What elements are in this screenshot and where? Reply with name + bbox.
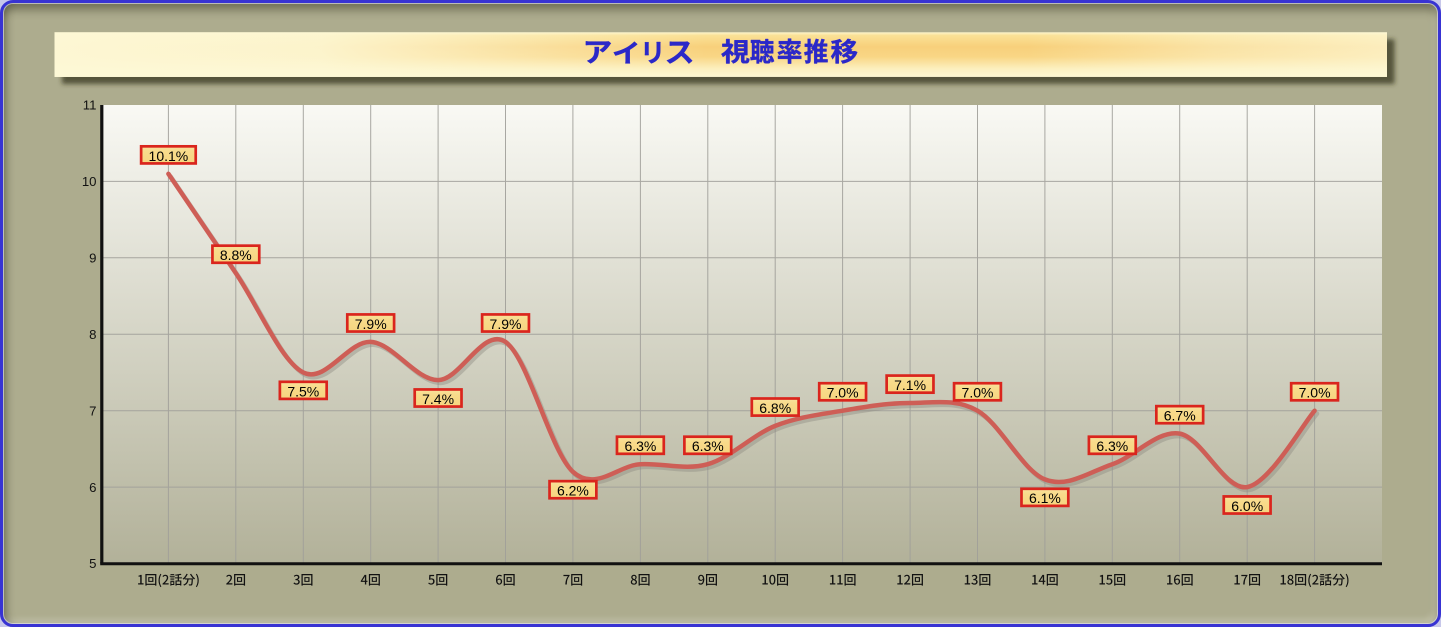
svg-text:6: 6 <box>89 480 96 495</box>
svg-text:6.0%: 6.0% <box>1231 498 1263 514</box>
svg-text:7.0%: 7.0% <box>827 385 859 401</box>
svg-text:6.2%: 6.2% <box>557 483 589 499</box>
svg-text:9: 9 <box>89 251 96 266</box>
svg-text:7.9%: 7.9% <box>490 316 522 332</box>
svg-text:5: 5 <box>89 556 96 571</box>
svg-text:6.7%: 6.7% <box>1164 408 1196 424</box>
svg-text:10.1%: 10.1% <box>149 148 189 164</box>
svg-text:7.4%: 7.4% <box>422 391 454 407</box>
svg-text:7.1%: 7.1% <box>894 377 926 393</box>
svg-text:8.8%: 8.8% <box>220 247 252 263</box>
svg-text:6.1%: 6.1% <box>1029 490 1061 506</box>
svg-text:8: 8 <box>89 327 96 342</box>
svg-text:7.9%: 7.9% <box>355 316 387 332</box>
svg-text:7.5%: 7.5% <box>287 383 319 399</box>
svg-text:7: 7 <box>89 403 96 418</box>
svg-text:6.3%: 6.3% <box>1096 438 1128 454</box>
svg-text:6.3%: 6.3% <box>692 438 724 454</box>
svg-text:7.0%: 7.0% <box>1299 385 1331 401</box>
svg-text:6.3%: 6.3% <box>624 438 656 454</box>
svg-text:11: 11 <box>83 98 97 113</box>
svg-text:10: 10 <box>82 174 97 189</box>
svg-text:7.0%: 7.0% <box>962 385 994 401</box>
svg-text:6.8%: 6.8% <box>759 400 791 416</box>
